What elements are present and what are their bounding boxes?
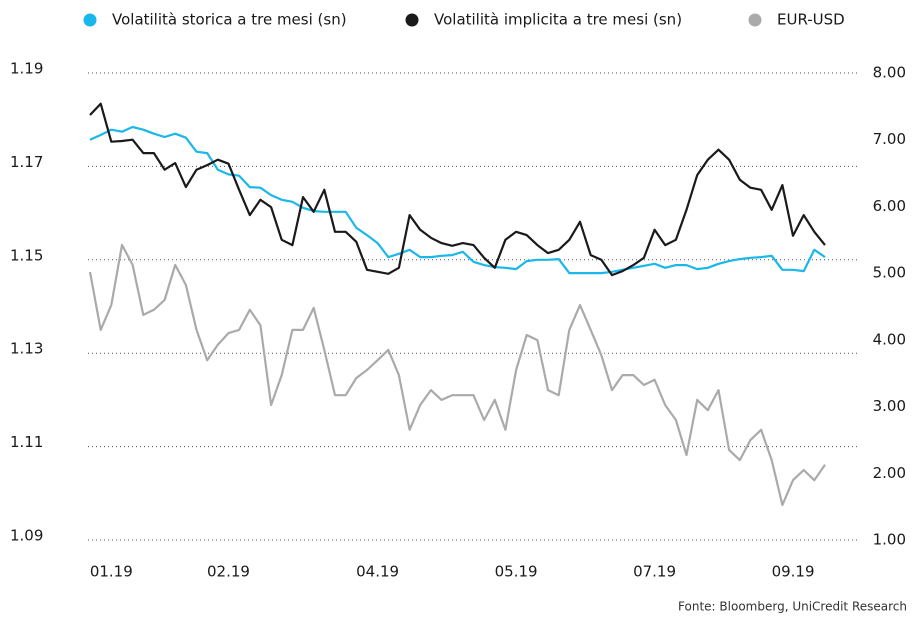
y2-tick-label: 4.00 xyxy=(873,330,906,348)
legend-label: Volatilità implicita a tre mesi (sn) xyxy=(434,11,682,29)
y2-tick-label: 1.00 xyxy=(873,531,906,549)
x-tick-label: 05.19 xyxy=(495,563,538,581)
y2-tick-label: 8.00 xyxy=(873,64,906,82)
y-tick-label: 1.11 xyxy=(10,433,43,451)
y2-tick-label: 5.00 xyxy=(873,264,906,282)
y-tick-label: 1.15 xyxy=(10,246,43,264)
x-tick-label: 02.19 xyxy=(207,563,250,581)
x-tick-label: 09.19 xyxy=(772,563,815,581)
series-line xyxy=(89,125,826,275)
y2-tick-label: 6.00 xyxy=(873,197,906,215)
legend-swatch xyxy=(83,13,97,27)
y2-tick-label: 3.00 xyxy=(873,397,906,415)
y-tick-label: 1.13 xyxy=(10,340,43,358)
y-tick-label: 1.09 xyxy=(10,527,43,545)
x-tick-label: 04.19 xyxy=(356,563,399,581)
y2-tick-label: 2.00 xyxy=(873,464,906,482)
legend-swatch xyxy=(405,13,419,27)
y-tick-label: 1.19 xyxy=(10,60,43,78)
legend-swatch xyxy=(748,13,762,27)
y-tick-label: 1.17 xyxy=(10,153,43,171)
legend-label: Volatilità storica a tre mesi (sn) xyxy=(112,11,347,29)
series-line xyxy=(89,102,826,277)
series-line xyxy=(88,243,826,507)
y2-tick-label: 7.00 xyxy=(873,130,906,148)
x-tick-label: 07.19 xyxy=(633,563,676,581)
legend-label: EUR-USD xyxy=(777,11,845,29)
source-note: Fonte: Bloomberg, UniCredit Research xyxy=(678,600,907,614)
x-tick-label: 01.19 xyxy=(90,563,133,581)
